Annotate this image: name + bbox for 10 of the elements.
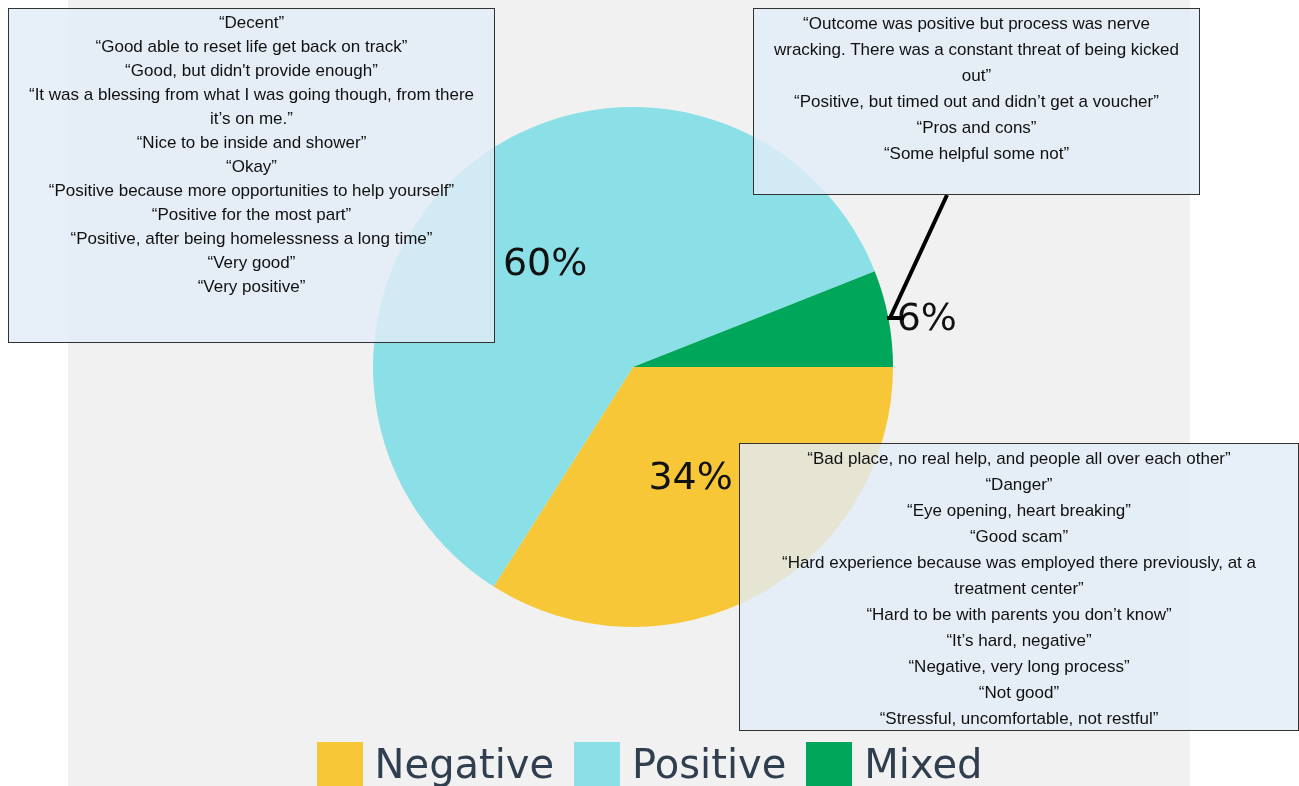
text: “Bad place, no real help, and people all over each other” “Danger” “Eye opening, heart breaking” “Good scam” “Hard experience because was employed there previously, at a treatment center” “Hard to be with parents you don’t know” “It’s hard, negative” “Negative, very long process” “Not good” “Stressful, uncomfortable, not restful” <box>781 449 1257 728</box>
legend-label: Mixed <box>864 741 983 786</box>
text: “Outcome was positive but process was nerve wracking. There was a constant threat of being kicked out” “Positive, but timed out and didn’t get a voucher” “Pros and cons” “Some helpful some not” <box>772 13 1181 165</box>
data-label: 60% <box>502 239 588 284</box>
data-label: 6% <box>896 295 957 339</box>
text: “Decent” “Good able to reset life get back on track” “Good, but didn't provide enough” “It was a blessing from what I was going though, from there it’s on me.” “Nice to be inside and shower” “Okay” “Positive because more opportunities to help yourself” “Positive for the most part” “Positive, after being homelessness a long time” “Very good” “Very positive” <box>28 13 475 296</box>
legend-label: Positive <box>632 741 787 786</box>
pie-slice <box>633 271 893 367</box>
legend-label: Negative <box>374 741 555 786</box>
data-label: 34% <box>648 453 733 498</box>
